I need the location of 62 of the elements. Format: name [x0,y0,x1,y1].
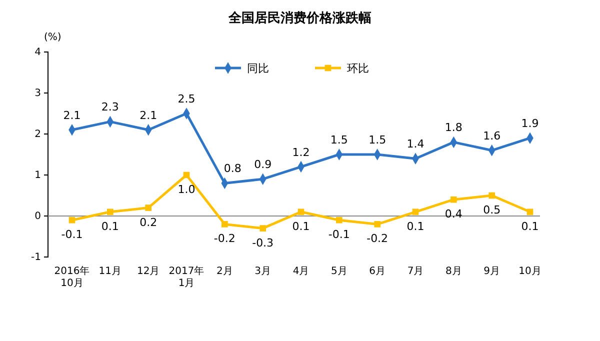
y-tick-label: 2 [34,129,41,140]
data-label: 1.5 [368,134,386,146]
point [145,204,152,211]
data-label: 2.5 [178,92,196,106]
point [374,221,380,228]
data-label: 1.9 [521,117,539,130]
x-tick-label: 2016年 10月 [54,265,90,289]
data-label: 0.4 [444,208,462,221]
data-label: 1.0 [178,183,196,196]
y-tick-label: 3 [34,88,41,100]
data-label: 1.8 [444,121,462,134]
data-label: 0.1 [406,220,424,233]
x-tick-label: 7月 [407,266,424,277]
x-tick-label: 8月 [445,266,462,277]
point [488,192,495,199]
point [183,172,190,178]
data-label: 0.1 [292,220,310,233]
point [336,216,342,224]
data-label: -0.2 [214,232,236,246]
x-tick-label: 10月 [518,266,542,277]
legend-label: 环比 [347,62,369,75]
x-tick-label: 11月 [98,266,122,277]
data-label: 1.6 [483,129,501,142]
data-label: -0.3 [252,236,274,250]
point [298,208,304,216]
point [222,221,228,228]
data-label: 0.5 [483,204,501,216]
point [260,225,266,232]
data-label: 1.2 [292,146,310,159]
data-label: -0.2 [366,232,388,246]
chart-title: 全国居民消费价格涨跌幅 [228,11,372,26]
y-tick-label: 0 [34,211,41,222]
y-axis-title: (%) [44,32,62,43]
point [68,216,76,224]
x-tick-label: 6月 [369,266,386,277]
x-tick-label: 2月 [216,266,233,277]
y-tick-label: -1 [31,252,41,264]
data-label: 1.4 [406,138,424,151]
point [412,208,419,216]
x-tick-label: 9月 [484,266,500,277]
data-label: 0.9 [254,158,272,172]
x-tick-label: 5月 [330,266,348,277]
point [526,208,534,216]
data-label: 0.1 [521,220,539,233]
x-tick-label: 2017年 1月 [168,265,204,289]
data-label: -0.1 [328,228,350,242]
data-label: 1.5 [330,134,348,146]
legend-label: 同比 [247,62,269,75]
data-label: 0.8 [224,162,242,176]
data-label: 2.1 [63,108,81,122]
data-label: 2.1 [140,108,158,122]
x-tick-label: 4月 [292,266,310,277]
y-tick-label: 1 [34,170,41,182]
point [450,196,457,203]
data-label: 0.2 [140,216,158,229]
data-label: -0.1 [61,228,83,242]
data-label: 0.1 [101,220,119,233]
x-tick-label: 12月 [136,266,160,277]
point [107,208,114,216]
x-tick-label: 3月 [254,266,272,277]
y-tick-label: 4 [34,47,41,58]
data-label: 2.3 [101,100,119,114]
